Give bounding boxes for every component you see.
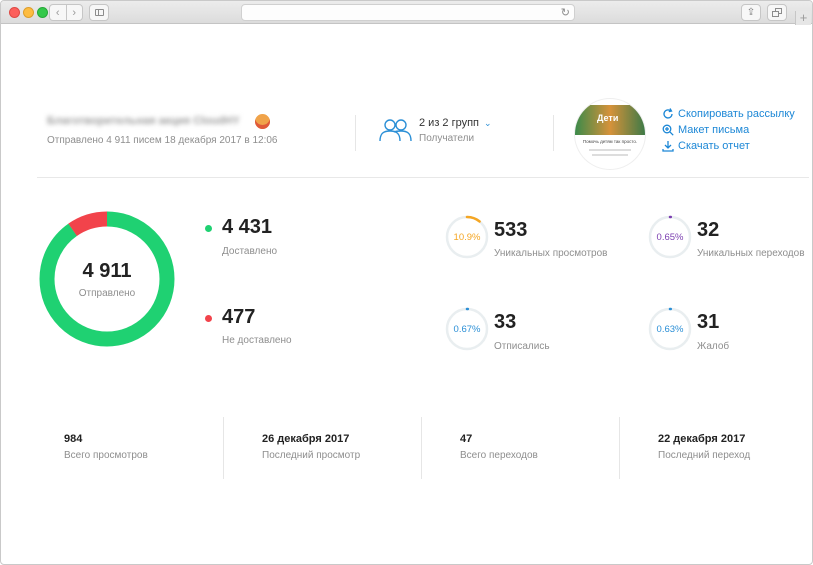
campaign-title: Благотворительная акция CloudHY <box>47 115 240 127</box>
recipients-group-selector[interactable]: 2 из 2 групп <box>419 117 480 129</box>
stat-value: 26 декабря 2017 <box>262 433 350 445</box>
sent-total-value: 4 911 <box>82 260 132 282</box>
delivered-label: Доставлено <box>222 246 278 257</box>
delivered-value: 4 431 <box>222 216 273 238</box>
thumbnail-caption: Помочь детям так просто. <box>582 139 638 144</box>
metric-value: 31 <box>697 311 720 333</box>
sidebar-icon <box>95 9 104 16</box>
reload-icon[interactable]: ↻ <box>560 7 570 19</box>
gauge-ring <box>445 215 489 259</box>
gauge-ring <box>648 215 692 259</box>
santa-emoji-icon <box>255 114 270 129</box>
browser-toolbar: ‹ › ↻ ⇪ + <box>1 1 812 25</box>
gauge-ring <box>648 307 692 351</box>
back-icon[interactable]: ‹ <box>55 6 60 19</box>
stat-value: 22 декабря 2017 <box>658 433 746 445</box>
metric-value: 533 <box>494 219 528 241</box>
stat-divider <box>223 417 224 479</box>
stat-label: Последний просмотр <box>262 450 361 461</box>
not-delivered-bullet-icon <box>205 315 212 322</box>
not-delivered-value: 477 <box>222 306 256 328</box>
donut-not-delivered-segment <box>39 211 175 347</box>
email-layout-link[interactable]: Макет письма <box>662 124 749 136</box>
share-icon[interactable]: ⇪ <box>741 4 761 21</box>
stat-label: Всего переходов <box>460 450 538 461</box>
gauge-percent: 0.67% <box>453 324 481 335</box>
stat-label: Всего просмотров <box>64 450 148 461</box>
gauge-percent: 0.65% <box>656 232 684 243</box>
tabs-icon-front <box>772 11 779 17</box>
thumbnail-text-line <box>589 149 631 151</box>
email-layout-label: Макет письма <box>678 124 750 136</box>
address-bar[interactable]: ↻ <box>241 4 575 21</box>
recipients-label: Получатели <box>419 133 475 144</box>
metric-label: Уникальных переходов <box>697 248 805 259</box>
people-icon[interactable] <box>379 118 413 142</box>
gauge-fill <box>445 307 489 351</box>
zoom-in-icon <box>662 124 674 136</box>
gauge-percent: 10.9% <box>453 232 481 243</box>
delivered-bullet-icon <box>205 225 212 232</box>
gauge-ring <box>445 307 489 351</box>
download-report-label: Скачать отчет <box>678 140 750 152</box>
download-report-link[interactable]: Скачать отчет <box>662 140 750 152</box>
gauge-percent: 0.63% <box>656 324 684 335</box>
history-navigation: ‹ › <box>49 4 83 21</box>
campaign-sent-info: Отправлено 4 911 писем 18 декабря 2017 в… <box>47 135 278 146</box>
stat-value: 47 <box>460 433 473 445</box>
email-preview-thumbnail[interactable]: Дети Помочь детям так просто. <box>575 99 645 169</box>
stat-label: Последний переход <box>658 450 751 461</box>
refresh-icon <box>663 108 673 119</box>
gauge-fill <box>445 215 489 259</box>
minimize-window-button[interactable] <box>23 7 34 18</box>
gauge-fill <box>648 307 692 351</box>
sidebar-toggle-button[interactable] <box>89 4 109 21</box>
stat-divider <box>421 417 422 479</box>
metric-label: Жалоб <box>697 341 730 352</box>
metric-value: 33 <box>494 311 517 333</box>
metric-label: Уникальных просмотров <box>494 248 608 259</box>
chevron-down-icon[interactable]: ⌄ <box>484 118 492 128</box>
download-icon <box>662 141 674 152</box>
thumbnail-brand: Дети <box>597 113 619 123</box>
copy-campaign-link[interactable]: Скопировать рассылку <box>662 108 795 120</box>
metric-label: Отписались <box>494 341 550 352</box>
stat-value: 984 <box>64 433 83 445</box>
not-delivered-label: Не доставлено <box>222 335 292 346</box>
copy-campaign-label: Скопировать рассылку <box>678 108 795 120</box>
gauge-fill <box>648 215 692 259</box>
show-tabs-button[interactable] <box>767 4 787 21</box>
delivery-donut-chart <box>39 211 175 347</box>
sent-total-label: Отправлено <box>78 288 136 299</box>
header-divider <box>355 115 356 151</box>
thumbnail-banner <box>575 105 645 135</box>
zoom-window-button[interactable] <box>37 7 48 18</box>
close-window-button[interactable] <box>9 7 20 18</box>
forward-icon[interactable]: › <box>65 5 83 20</box>
stat-divider <box>619 417 620 479</box>
thumbnail-text-line <box>592 154 628 156</box>
new-tab-plus-icon[interactable]: + <box>795 11 811 25</box>
metric-value: 32 <box>697 219 720 241</box>
section-divider <box>37 177 809 178</box>
header-divider <box>553 115 554 151</box>
